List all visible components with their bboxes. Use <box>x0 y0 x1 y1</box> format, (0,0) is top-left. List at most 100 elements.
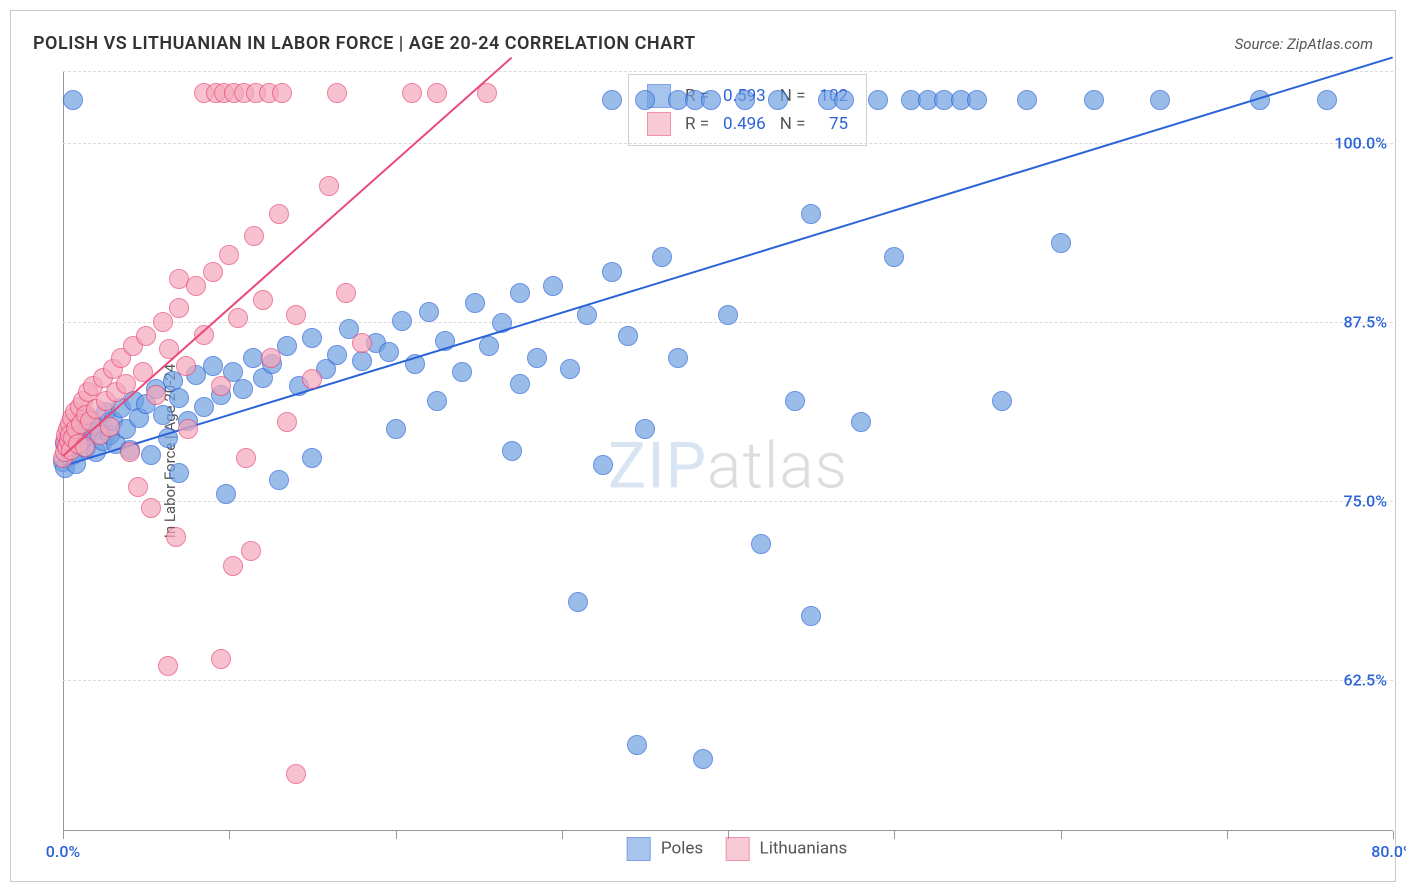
y-tick-label: 62.5% <box>1343 671 1387 690</box>
data-point-lith <box>146 385 166 405</box>
data-point-poles <box>718 305 738 325</box>
y-tick-label: 75.0% <box>1343 492 1387 511</box>
data-point-lith <box>166 527 186 547</box>
x-tick <box>63 831 64 839</box>
data-point-poles <box>141 445 161 465</box>
data-point-poles <box>153 405 173 425</box>
data-point-poles <box>560 359 580 379</box>
data-point-poles <box>479 336 499 356</box>
data-point-poles <box>352 351 372 371</box>
data-point-poles <box>992 391 1012 411</box>
data-point-lith <box>319 176 339 196</box>
data-point-lith <box>153 312 173 332</box>
data-point-lith <box>186 276 206 296</box>
data-point-poles <box>277 336 297 356</box>
data-point-lith <box>120 442 140 462</box>
data-point-poles <box>1017 90 1037 110</box>
data-point-poles <box>635 90 655 110</box>
data-point-lith <box>269 204 289 224</box>
x-tick <box>1227 831 1228 839</box>
data-point-poles <box>427 391 447 411</box>
data-point-poles <box>1084 90 1104 110</box>
data-point-poles <box>693 749 713 769</box>
data-point-lith <box>286 764 306 784</box>
data-point-poles <box>379 342 399 362</box>
chart-title: POLISH VS LITHUANIAN IN LABOR FORCE | AG… <box>33 33 696 54</box>
correlation-legend: R =0.593N =102R =0.496N =75 <box>628 74 867 146</box>
scatter-plot: In Labor Force | Age 20-24 ZIPatlas R =0… <box>63 71 1393 831</box>
data-point-poles <box>327 345 347 365</box>
data-point-poles <box>1317 90 1337 110</box>
data-point-poles <box>568 592 588 612</box>
data-point-lith <box>236 448 256 468</box>
data-point-poles <box>452 362 472 382</box>
data-point-lith <box>327 83 347 103</box>
series-legend: Poles Lithuanians <box>609 837 848 861</box>
data-point-poles <box>419 302 439 322</box>
data-point-poles <box>627 735 647 755</box>
data-point-poles <box>884 247 904 267</box>
x-tick-label: 80.0% <box>1371 842 1406 861</box>
data-point-poles <box>169 388 189 408</box>
data-point-poles <box>801 606 821 626</box>
data-point-poles <box>868 90 888 110</box>
x-tick-label: 0.0% <box>46 842 80 861</box>
data-point-poles <box>602 262 622 282</box>
data-point-poles <box>735 90 755 110</box>
data-point-poles <box>768 90 788 110</box>
data-point-poles <box>392 311 412 331</box>
x-tick <box>1061 831 1062 839</box>
data-point-poles <box>510 374 530 394</box>
data-point-poles <box>834 90 854 110</box>
data-point-poles <box>169 463 189 483</box>
data-point-poles <box>302 328 322 348</box>
data-point-lith <box>272 83 292 103</box>
data-point-poles <box>851 412 871 432</box>
gridline <box>63 501 1393 502</box>
data-point-lith <box>219 245 239 265</box>
data-point-poles <box>386 419 406 439</box>
data-point-lith <box>253 290 273 310</box>
data-point-poles <box>668 348 688 368</box>
data-point-lith <box>244 226 264 246</box>
chart-frame: POLISH VS LITHUANIAN IN LABOR FORCE | AG… <box>10 10 1396 882</box>
data-point-poles <box>63 90 83 110</box>
watermark: ZIPatlas <box>608 429 848 504</box>
data-point-poles <box>203 356 223 376</box>
data-point-lith <box>228 308 248 328</box>
data-point-poles <box>302 448 322 468</box>
data-point-lith <box>241 541 261 561</box>
data-point-poles <box>652 247 672 267</box>
data-point-lith <box>277 412 297 432</box>
source-credit: Source: ZipAtlas.com <box>1235 35 1373 53</box>
data-point-poles <box>801 204 821 224</box>
y-tick-label: 87.5% <box>1343 312 1387 331</box>
data-point-poles <box>635 419 655 439</box>
data-point-lith <box>261 348 281 368</box>
data-point-poles <box>510 283 530 303</box>
data-point-poles <box>751 534 771 554</box>
data-point-poles <box>785 391 805 411</box>
gridline <box>63 680 1393 681</box>
data-point-poles <box>527 348 547 368</box>
data-point-lith <box>178 419 198 439</box>
x-tick <box>562 831 563 839</box>
data-point-lith <box>176 356 196 376</box>
data-point-poles <box>233 379 253 399</box>
x-tick <box>1393 831 1394 839</box>
data-point-lith <box>203 262 223 282</box>
y-tick-label: 100.0% <box>1334 133 1387 152</box>
data-point-poles <box>502 441 522 461</box>
data-point-lith <box>169 298 189 318</box>
data-point-poles <box>216 484 236 504</box>
data-point-lith <box>286 305 306 325</box>
data-point-lith <box>211 649 231 669</box>
gridline <box>63 143 1393 144</box>
data-point-poles <box>618 326 638 346</box>
data-point-lith <box>223 556 243 576</box>
data-point-lith <box>136 326 156 346</box>
data-point-poles <box>593 455 613 475</box>
data-point-poles <box>465 293 485 313</box>
data-point-lith <box>211 376 231 396</box>
data-point-lith <box>128 477 148 497</box>
